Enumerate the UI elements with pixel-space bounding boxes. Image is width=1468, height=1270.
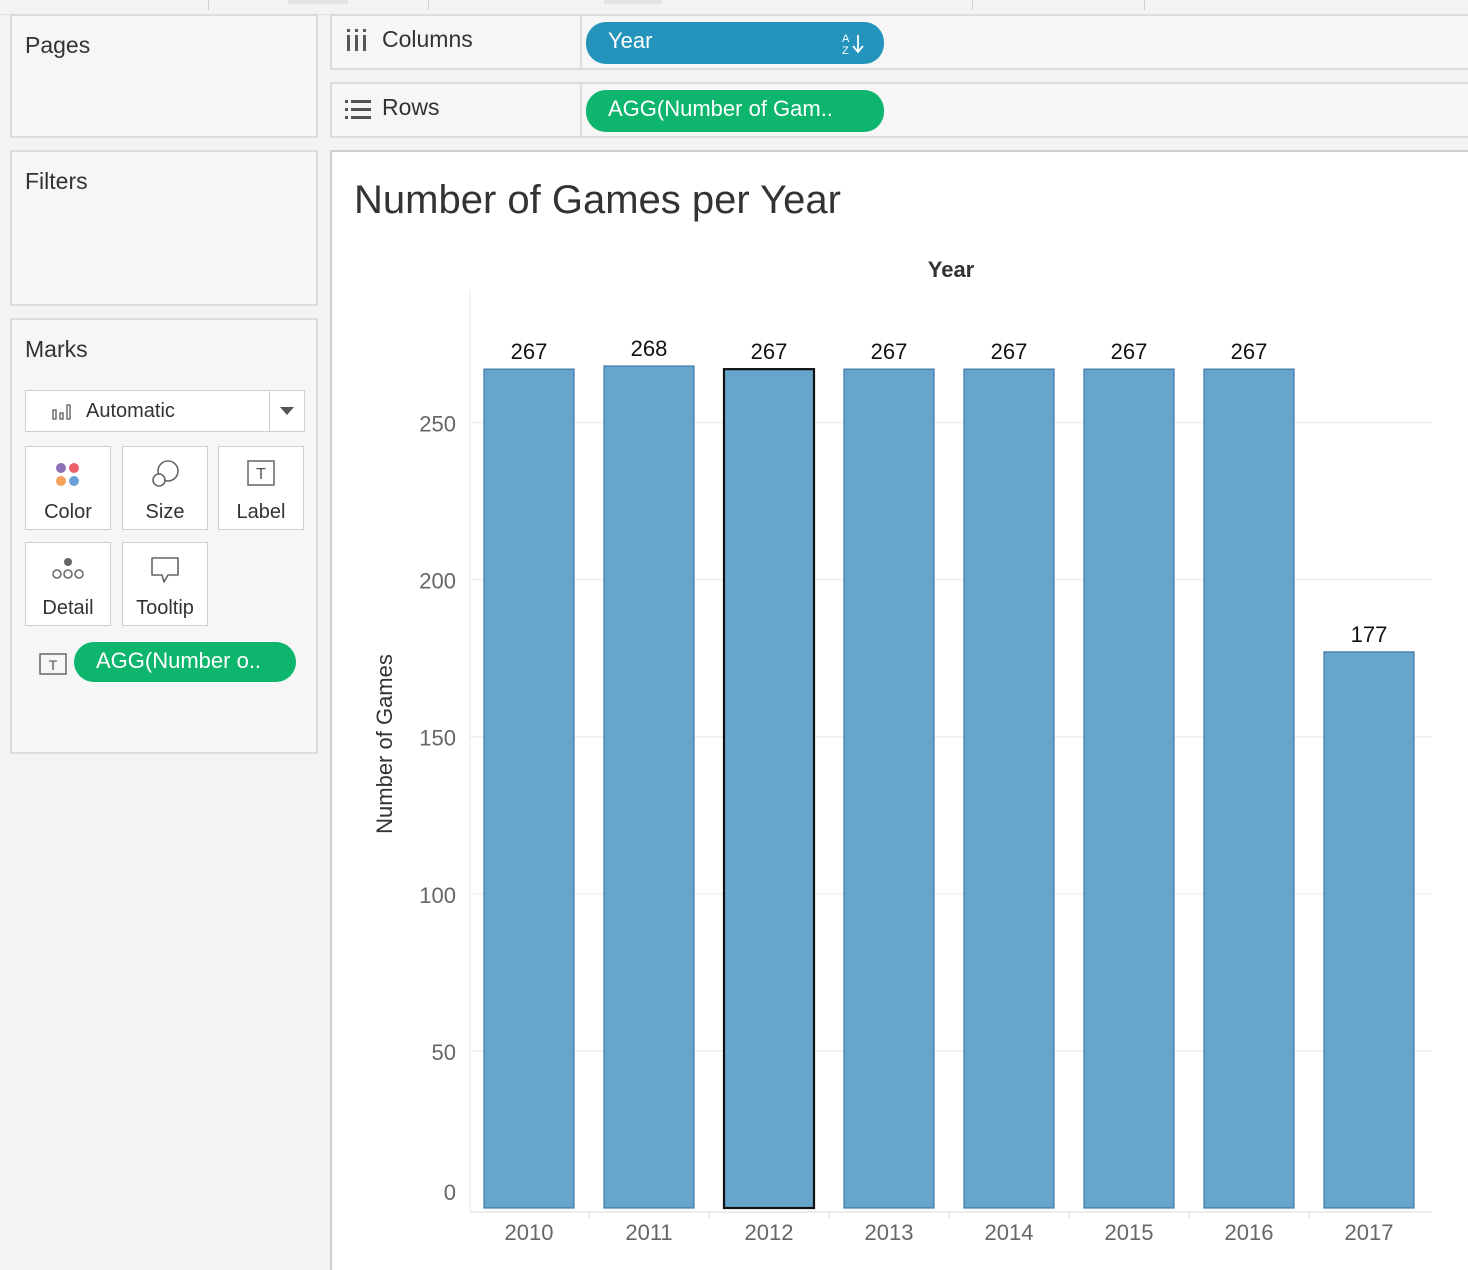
label-card[interactable]: T Label bbox=[218, 446, 304, 530]
shelf-divider bbox=[580, 16, 582, 68]
bar-2017[interactable] bbox=[1323, 651, 1415, 1209]
dropdown-divider bbox=[269, 391, 270, 431]
svg-text:T: T bbox=[49, 657, 58, 673]
x-tick-label: 2010 bbox=[505, 1220, 554, 1245]
text-label-icon: T bbox=[219, 459, 303, 492]
y-tick-label: 0 bbox=[444, 1180, 456, 1205]
bar-chart[interactable]: 0 50 100 150 200 250 Year Number of Games 267 201… bbox=[332, 152, 1468, 1268]
y-tick-label: 50 bbox=[432, 1040, 456, 1065]
label-card-label: Label bbox=[236, 501, 286, 523]
bar-2016[interactable] bbox=[1203, 368, 1295, 1209]
bar-2012[interactable] bbox=[722, 368, 816, 1210]
shelf-divider bbox=[580, 84, 582, 136]
pages-title: Pages bbox=[25, 32, 91, 58]
strip-divider bbox=[428, 0, 429, 10]
columns-shelf[interactable]: Columns Year A Z bbox=[330, 14, 1468, 70]
rows-shelf[interactable]: Rows AGG(Number of Gam.. bbox=[330, 82, 1468, 138]
view-title: Number of Games per Year bbox=[354, 178, 841, 222]
number-of-games-pill[interactable]: AGG(Number of Gam.. bbox=[586, 90, 884, 132]
pages-panel[interactable]: Pages bbox=[10, 14, 318, 138]
detail-card-label: Detail bbox=[42, 597, 94, 619]
bar-2010[interactable] bbox=[483, 368, 575, 1209]
strip-block bbox=[604, 0, 662, 4]
x-tick-label: 2014 bbox=[985, 1220, 1034, 1245]
x-axis-title: Year bbox=[928, 257, 975, 282]
year-pill-label: Year bbox=[608, 28, 653, 53]
y-tick-label: 100 bbox=[419, 883, 456, 908]
size-card-label: Size bbox=[145, 501, 185, 523]
bar-data-label: 267 bbox=[751, 339, 788, 364]
strip-divider bbox=[1144, 0, 1145, 10]
x-tick-label: 2015 bbox=[1105, 1220, 1154, 1245]
bar-data-label: 267 bbox=[991, 339, 1028, 364]
mark-type-label: Automatic bbox=[86, 400, 175, 422]
y-axis-title: Number of Games bbox=[372, 654, 397, 834]
bar-2013[interactable] bbox=[843, 368, 935, 1209]
bar-2011[interactable] bbox=[603, 365, 695, 1209]
bar-2015[interactable] bbox=[1083, 368, 1175, 1209]
bar-data-label: 177 bbox=[1351, 622, 1388, 647]
y-tick-label: 200 bbox=[419, 569, 456, 594]
marks-title: Marks bbox=[25, 336, 88, 362]
tooltip-icon bbox=[123, 555, 207, 590]
x-tick-label: 2017 bbox=[1345, 1220, 1394, 1245]
x-tick-label: 2012 bbox=[745, 1220, 794, 1245]
filters-panel[interactable]: Filters bbox=[10, 150, 318, 306]
rows-icon bbox=[345, 100, 371, 125]
bar-data-label: 267 bbox=[511, 339, 548, 364]
bar-2014[interactable] bbox=[963, 368, 1055, 1209]
year-pill[interactable]: Year A Z bbox=[586, 22, 884, 64]
x-tick-label: 2016 bbox=[1225, 1220, 1274, 1245]
detail-card[interactable]: Detail bbox=[25, 542, 111, 626]
bar-data-label: 267 bbox=[1231, 339, 1268, 364]
strip-divider bbox=[208, 0, 209, 10]
x-tick-label: 2011 bbox=[625, 1220, 672, 1245]
svg-text:T: T bbox=[256, 466, 266, 483]
y-tick-label: 150 bbox=[419, 726, 456, 751]
bar-data-label: 268 bbox=[631, 336, 668, 361]
color-icon bbox=[26, 459, 110, 494]
size-icon bbox=[123, 459, 207, 494]
label-field-pill[interactable]: AGG(Number o.. bbox=[74, 642, 296, 682]
marks-panel: Marks Automatic Color bbox=[10, 318, 318, 754]
top-toolbar-strip bbox=[0, 0, 1468, 15]
bar-data-label: 267 bbox=[871, 339, 908, 364]
text-label-icon: T bbox=[38, 652, 68, 681]
color-card[interactable]: Color bbox=[25, 446, 111, 530]
visualization-pane[interactable]: Number of Games per Year 0 50 100 150 200 250… bbox=[330, 150, 1468, 1270]
svg-text:Z: Z bbox=[842, 45, 849, 55]
y-tick-label: 250 bbox=[419, 412, 456, 437]
detail-icon bbox=[26, 555, 110, 586]
tooltip-card[interactable]: Tooltip bbox=[122, 542, 208, 626]
strip-divider bbox=[972, 0, 973, 10]
strip-block bbox=[288, 0, 348, 4]
bar-data-label: 267 bbox=[1111, 339, 1148, 364]
mark-type-dropdown[interactable]: Automatic bbox=[25, 390, 305, 432]
chevron-down-icon[interactable] bbox=[280, 407, 294, 415]
sort-ascending-icon[interactable]: A Z bbox=[840, 31, 866, 61]
rows-label: Rows bbox=[382, 94, 440, 120]
filters-title: Filters bbox=[25, 168, 88, 194]
x-tick-label: 2013 bbox=[865, 1220, 914, 1245]
columns-icon bbox=[346, 29, 368, 58]
svg-text:A: A bbox=[842, 33, 850, 45]
color-card-label: Color bbox=[44, 501, 92, 523]
columns-label: Columns bbox=[382, 26, 473, 52]
tooltip-card-label: Tooltip bbox=[136, 597, 194, 619]
bar-chart-icon bbox=[52, 402, 72, 427]
size-card[interactable]: Size bbox=[122, 446, 208, 530]
